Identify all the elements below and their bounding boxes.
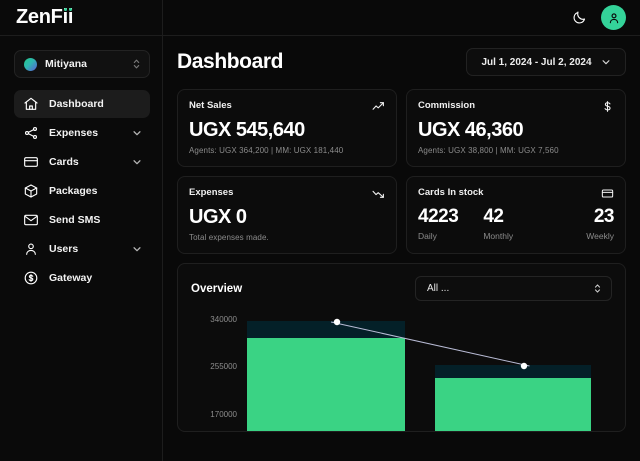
- overview-filter-value: All ...: [427, 283, 450, 294]
- stock-columns: 4223 Daily 42 Monthly 23 Weekly: [418, 206, 615, 241]
- sidebar-item-label: Users: [49, 243, 79, 255]
- trend-down-icon: [372, 190, 384, 198]
- chevron-down-icon: [133, 131, 141, 136]
- logo-dots-icon: [64, 8, 73, 11]
- page-header: Dashboard Jul 1, 2024 - Jul 2, 2024: [177, 48, 626, 76]
- dollar-circle-icon: [24, 271, 38, 285]
- chevron-down-icon: [133, 247, 141, 252]
- envelope-icon: [24, 214, 38, 226]
- date-range-value: Jul 1, 2024 - Jul 2, 2024: [481, 56, 592, 68]
- chart-trend-line: [330, 321, 530, 367]
- card-title: Cards In stock: [418, 187, 484, 198]
- stock-label: Weekly: [586, 230, 614, 241]
- sidebar-item-users[interactable]: Users: [14, 235, 150, 263]
- y-tick-label: 255000: [210, 362, 237, 371]
- card-value: UGX 46,360: [418, 119, 524, 141]
- card-title: Net Sales: [189, 100, 232, 111]
- dollar-icon: [604, 101, 611, 112]
- sidebar-item-expenses[interactable]: Expenses: [14, 119, 150, 147]
- sidebar-nav: Dashboard Expenses Cards: [0, 88, 162, 292]
- chevron-updown-icon: [594, 284, 601, 293]
- brand-logo[interactable]: ZenFii: [0, 0, 162, 36]
- chart-bar-body: [435, 378, 591, 431]
- cards-in-stock-card: Cards In stock 4223 Daily 42 Monthly: [406, 176, 626, 254]
- stock-col-monthly: 42 Monthly: [483, 206, 548, 241]
- page-title: Dashboard: [177, 50, 284, 73]
- sidebar-item-send-sms[interactable]: Send SMS: [14, 206, 150, 234]
- card-value: UGX 545,640: [189, 119, 305, 141]
- card-icon: [24, 157, 38, 167]
- chart-trend-points: [333, 318, 528, 370]
- org-switcher[interactable]: Mitiyana: [14, 50, 150, 78]
- chart-data-point: [520, 362, 528, 370]
- stock-label: Daily: [418, 230, 437, 241]
- chart-bar[interactable]: [435, 365, 591, 431]
- date-range-picker[interactable]: Jul 1, 2024 - Jul 2, 2024: [466, 48, 626, 76]
- avatar[interactable]: [601, 5, 626, 30]
- card-title: Expenses: [189, 187, 234, 198]
- sidebar-item-packages[interactable]: Packages: [14, 177, 150, 205]
- card-icon: [601, 189, 614, 198]
- card-title: Commission: [418, 100, 476, 111]
- chart-plot-area: [243, 311, 625, 431]
- sidebar: ZenFii Mitiyana Dashboard: [0, 0, 163, 461]
- chart-bar-cap: [247, 321, 405, 338]
- brand-name: ZenFii: [16, 6, 74, 28]
- overview-title: Overview: [191, 282, 243, 295]
- moon-icon[interactable]: [572, 10, 587, 25]
- y-tick-label: 340000: [210, 315, 237, 324]
- card-subtext: Agents: UGX 364,200 | MM: UGX 181,440: [189, 146, 344, 155]
- stock-value: 4223: [418, 206, 459, 227]
- sidebar-item-cards[interactable]: Cards: [14, 148, 150, 176]
- stock-col-weekly: 23 Weekly: [549, 206, 615, 241]
- commission-card: Commission UGX 46,360 Agents: UGX 38,800…: [406, 89, 626, 167]
- user-icon: [26, 243, 36, 255]
- chart-bar[interactable]: [247, 321, 405, 431]
- overview-filter-select[interactable]: All ...: [415, 276, 612, 301]
- chevron-updown-icon: [133, 59, 140, 69]
- net-sales-card: Net Sales UGX 545,640 Agents: UGX 364,20…: [177, 89, 397, 167]
- sidebar-item-gateway[interactable]: Gateway: [14, 264, 150, 292]
- main-area: Dashboard Jul 1, 2024 - Jul 2, 2024 Net …: [163, 0, 640, 461]
- sidebar-item-label: Packages: [49, 185, 98, 197]
- overview-chart: 340000 255000 170000: [191, 311, 612, 431]
- share-icon: [24, 126, 38, 140]
- overview-header: Overview All ...: [191, 276, 612, 301]
- stats-grid: Net Sales UGX 545,640 Agents: UGX 364,20…: [177, 89, 626, 254]
- home-icon: [24, 97, 38, 110]
- package-icon: [24, 184, 38, 198]
- chart-data-point: [333, 318, 341, 326]
- sidebar-item-label: Cards: [49, 156, 79, 168]
- y-tick-label: 170000: [210, 410, 237, 419]
- org-name: Mitiyana: [45, 58, 88, 70]
- card-subtext: Agents: UGX 38,800 | MM: UGX 7,560: [418, 146, 559, 155]
- user-avatar-icon: [609, 12, 618, 23]
- chart-bar-cap: [435, 365, 591, 378]
- stock-value: 42: [483, 206, 504, 227]
- card-subtext: Total expenses made.: [189, 233, 269, 242]
- expenses-card: Expenses UGX 0 Total expenses made.: [177, 176, 397, 254]
- sidebar-item-label: Gateway: [49, 272, 93, 284]
- stock-col-daily: 4223 Daily: [418, 206, 483, 241]
- topbar: [163, 0, 640, 36]
- stock-label: Monthly: [483, 230, 514, 241]
- sidebar-item-label: Expenses: [49, 127, 99, 139]
- content: Dashboard Jul 1, 2024 - Jul 2, 2024 Net …: [163, 36, 640, 432]
- chevron-down-icon: [133, 160, 141, 165]
- sidebar-item-dashboard[interactable]: Dashboard: [14, 90, 150, 118]
- stock-value: 23: [593, 206, 615, 227]
- sidebar-item-label: Send SMS: [49, 214, 101, 226]
- org-avatar-icon: [24, 57, 37, 71]
- sidebar-item-label: Dashboard: [49, 98, 104, 110]
- chart-y-axis: 340000 255000 170000: [191, 311, 237, 431]
- chart-bar-body: [247, 338, 405, 431]
- card-value: UGX 0: [189, 206, 247, 228]
- chevron-down-icon: [602, 60, 610, 65]
- trend-up-icon: [372, 102, 384, 110]
- overview-panel: Overview All ... 340000 255000 170000: [177, 263, 626, 432]
